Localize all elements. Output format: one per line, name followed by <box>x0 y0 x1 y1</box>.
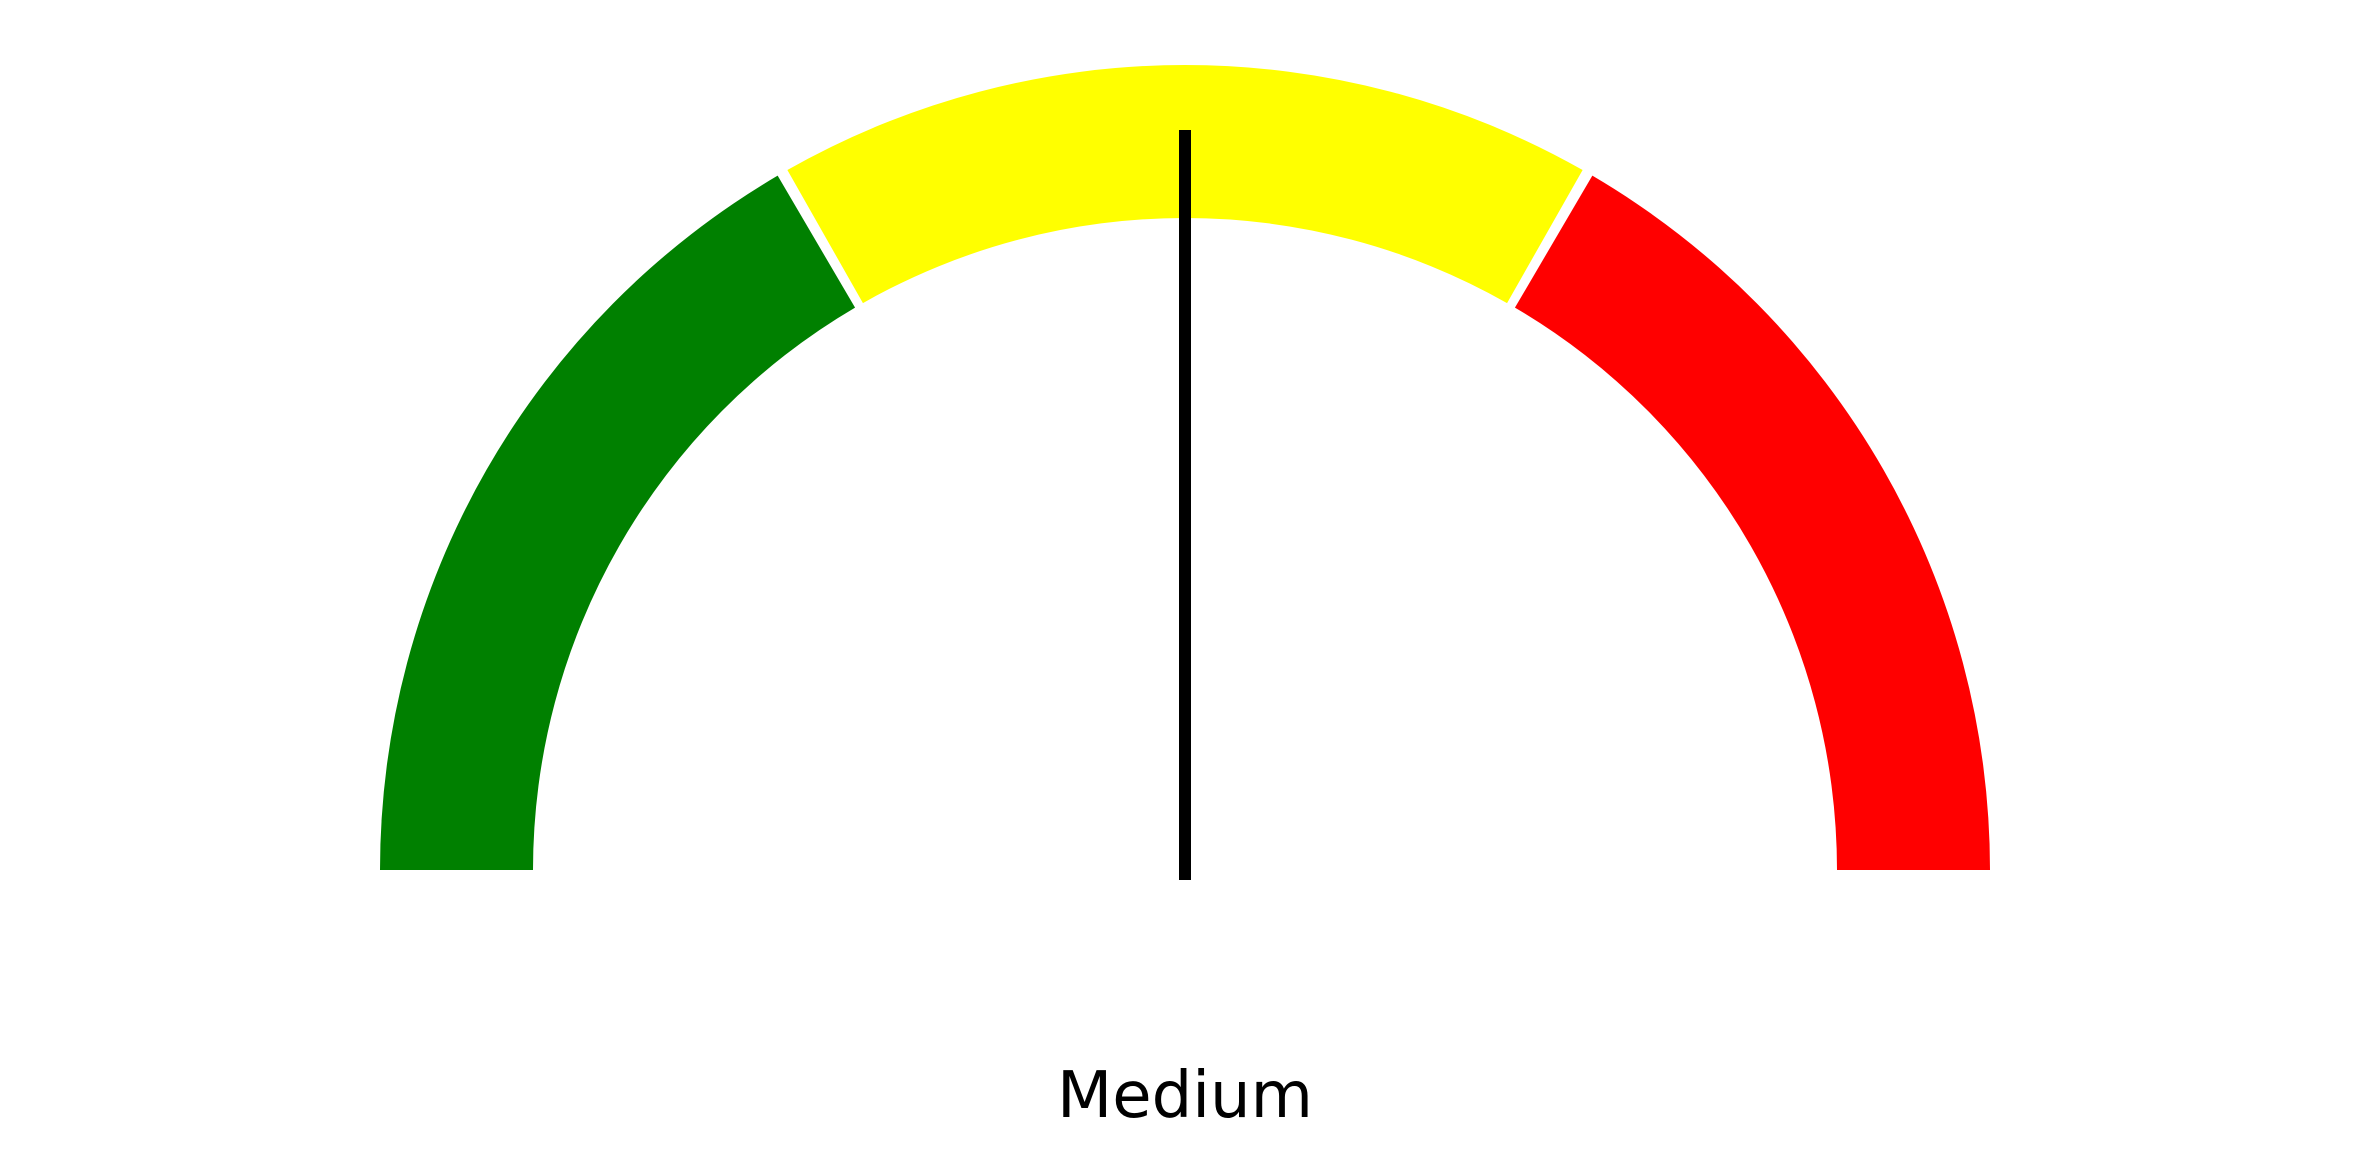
gauge-value-label: Medium <box>1057 1059 1313 1133</box>
gauge-segment-1 <box>380 175 856 870</box>
gauge-segment-3 <box>1514 175 1990 870</box>
